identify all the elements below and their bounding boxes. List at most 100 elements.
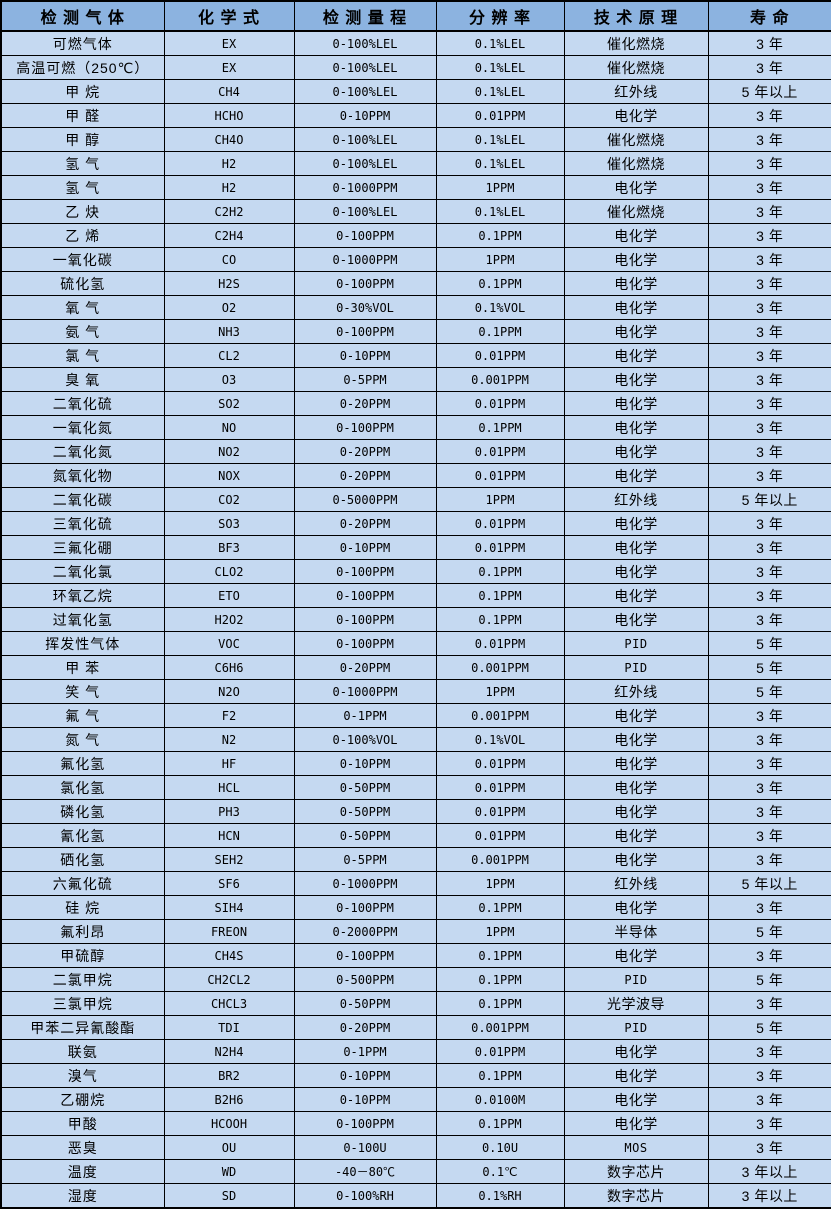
cell-life: 3 年 xyxy=(707,55,831,80)
cell-tech: 电化学 xyxy=(563,775,709,800)
cell-tech: PID xyxy=(563,655,709,680)
cell-life: 3 年 xyxy=(707,703,831,728)
cell-range: 0-1000PPM xyxy=(293,175,437,200)
cell-formula: BF3 xyxy=(163,535,295,560)
cell-range: 0-100PPM xyxy=(293,607,437,632)
cell-life: 3 年 xyxy=(707,343,831,368)
cell-res: 0.01PPM xyxy=(435,103,565,128)
cell-tech: 电化学 xyxy=(563,367,709,392)
cell-range: 0-1000PPM xyxy=(293,247,437,272)
cell-name: 氢 气 xyxy=(0,175,165,200)
cell-formula: SF6 xyxy=(163,871,295,896)
table-row: 氢 气 H2 0-1000PPM 1PPM 电化学 3 年 xyxy=(0,175,831,200)
cell-life: 3 年 xyxy=(707,943,831,968)
cell-res: 1PPM xyxy=(435,679,565,704)
cell-res: 0.1%LEL xyxy=(435,127,565,152)
cell-range: 0-100%RH xyxy=(293,1183,437,1209)
table-row: 笑 气 N2O 0-1000PPM 1PPM 红外线 5 年 xyxy=(0,679,831,704)
cell-tech: 电化学 xyxy=(563,175,709,200)
cell-name: 笑 气 xyxy=(0,679,165,704)
cell-life: 3 年 xyxy=(707,199,831,224)
cell-res: 0.001PPM xyxy=(435,1015,565,1040)
cell-range: 0-2000PPM xyxy=(293,919,437,944)
cell-formula: H2S xyxy=(163,271,295,296)
cell-res: 0.001PPM xyxy=(435,655,565,680)
cell-formula: VOC xyxy=(163,631,295,656)
cell-life: 3 年 xyxy=(707,223,831,248)
cell-res: 1PPM xyxy=(435,247,565,272)
cell-res: 0.1PPM xyxy=(435,943,565,968)
cell-tech: MOS xyxy=(563,1135,709,1160)
cell-range: 0-20PPM xyxy=(293,463,437,488)
cell-life: 5 年 xyxy=(707,967,831,992)
cell-range: 0-10PPM xyxy=(293,1063,437,1088)
cell-tech: PID xyxy=(563,967,709,992)
cell-name: 二氯甲烷 xyxy=(0,967,165,992)
cell-res: 1PPM xyxy=(435,919,565,944)
cell-formula: HCHO xyxy=(163,103,295,128)
cell-name: 三氧化硫 xyxy=(0,511,165,536)
cell-life: 3 年 xyxy=(707,799,831,824)
cell-name: 甲苯二异氰酸酯 xyxy=(0,1015,165,1040)
cell-name: 氯 气 xyxy=(0,343,165,368)
table-row: 甲 苯 C6H6 0-20PPM 0.001PPM PID 5 年 xyxy=(0,655,831,680)
cell-range: 0-50PPM xyxy=(293,823,437,848)
table-header: 检 测 气 体化 学 式检 测 量 程分 辨 率技 术 原 理寿 命 xyxy=(0,0,831,32)
cell-name: 二氧化硫 xyxy=(0,391,165,416)
cell-res: 0.1%VOL xyxy=(435,727,565,752)
cell-tech: 数字芯片 xyxy=(563,1159,709,1184)
cell-tech: 电化学 xyxy=(563,247,709,272)
cell-res: 0.10U xyxy=(435,1135,565,1160)
cell-life: 3 年 xyxy=(707,847,831,872)
cell-range: 0-1PPM xyxy=(293,703,437,728)
cell-formula: NH3 xyxy=(163,319,295,344)
cell-res: 0.01PPM xyxy=(435,439,565,464)
cell-res: 0.1PPM xyxy=(435,319,565,344)
cell-res: 0.1%LEL xyxy=(435,151,565,176)
cell-formula: CLO2 xyxy=(163,559,295,584)
cell-formula: C6H6 xyxy=(163,655,295,680)
cell-tech: 电化学 xyxy=(563,823,709,848)
cell-life: 5 年以上 xyxy=(707,79,831,104)
column-header-res: 分 辨 率 xyxy=(435,0,565,32)
cell-res: 0.1PPM xyxy=(435,967,565,992)
cell-range: 0-100U xyxy=(293,1135,437,1160)
cell-name: 氨 气 xyxy=(0,319,165,344)
table-row: 臭 氧 O3 0-5PPM 0.001PPM 电化学 3 年 xyxy=(0,367,831,392)
cell-formula: H2 xyxy=(163,151,295,176)
cell-range: 0-50PPM xyxy=(293,799,437,824)
table-row: 高温可燃（250℃） EX 0-100%LEL 0.1%LEL 催化燃烧 3 年 xyxy=(0,55,831,80)
cell-life: 3 年 xyxy=(707,559,831,584)
cell-formula: C2H4 xyxy=(163,223,295,248)
cell-formula: WD xyxy=(163,1159,295,1184)
cell-name: 磷化氢 xyxy=(0,799,165,824)
cell-name: 甲 烷 xyxy=(0,79,165,104)
cell-name: 环氧乙烷 xyxy=(0,583,165,608)
cell-res: 0.001PPM xyxy=(435,703,565,728)
cell-res: 0.01PPM xyxy=(435,343,565,368)
table-row: 硒化氢 SEH2 0-5PPM 0.001PPM 电化学 3 年 xyxy=(0,847,831,872)
cell-range: 0-10PPM xyxy=(293,751,437,776)
cell-name: 一氧化氮 xyxy=(0,415,165,440)
table-row: 联氨 N2H4 0-1PPM 0.01PPM 电化学 3 年 xyxy=(0,1039,831,1064)
cell-life: 3 年 xyxy=(707,415,831,440)
cell-name: 甲 醛 xyxy=(0,103,165,128)
cell-range: 0-100%LEL xyxy=(293,79,437,104)
cell-range: -40－80℃ xyxy=(293,1159,437,1184)
cell-name: 湿度 xyxy=(0,1183,165,1209)
cell-name: 挥发性气体 xyxy=(0,631,165,656)
cell-tech: 电化学 xyxy=(563,223,709,248)
cell-name: 六氟化硫 xyxy=(0,871,165,896)
table-row: 二氧化碳 CO2 0-5000PPM 1PPM 红外线 5 年以上 xyxy=(0,487,831,512)
cell-range: 0-100PPM xyxy=(293,943,437,968)
cell-name: 甲 醇 xyxy=(0,127,165,152)
cell-res: 0.1%VOL xyxy=(435,295,565,320)
cell-formula: PH3 xyxy=(163,799,295,824)
cell-range: 0-1000PPM xyxy=(293,679,437,704)
cell-tech: 光学波导 xyxy=(563,991,709,1016)
cell-life: 3 年 xyxy=(707,1111,831,1136)
cell-tech: 电化学 xyxy=(563,535,709,560)
cell-life: 3 年 xyxy=(707,823,831,848)
cell-life: 3 年 xyxy=(707,751,831,776)
cell-life: 3 年 xyxy=(707,535,831,560)
